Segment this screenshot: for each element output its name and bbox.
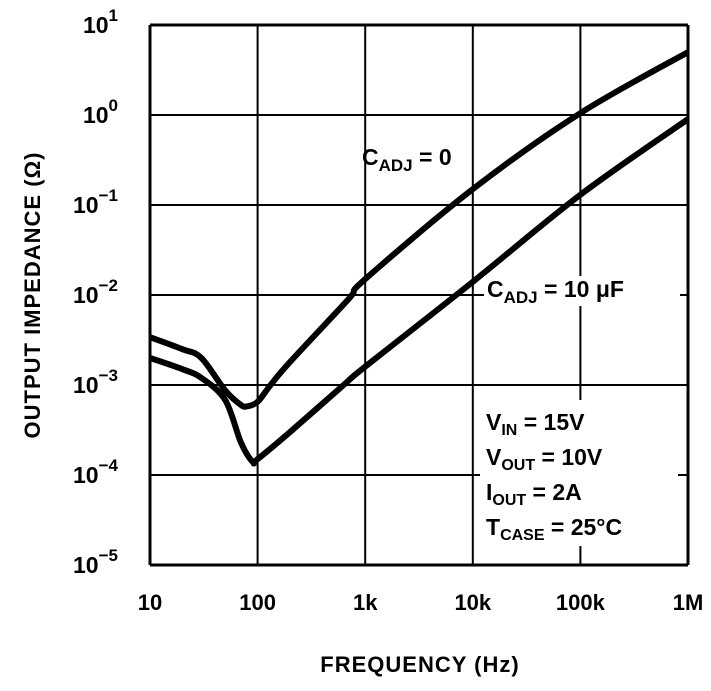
y-tick-label: 10−5 [73, 546, 118, 578]
curves [148, 49, 690, 467]
condition-iout: IOUT = 2A [486, 479, 582, 509]
y-tick-label: 10−1 [73, 186, 118, 218]
x-tick-label: 1M [673, 590, 704, 615]
y-tick-label: 10−2 [73, 276, 118, 308]
x-axis-label: FREQUENCY (Hz) [320, 652, 519, 677]
y-tick-label: 10−3 [73, 366, 118, 398]
y-tick-label: 101 [83, 6, 118, 38]
series-label-cadj-10uf: CADJ = 10 μF [487, 276, 624, 307]
x-tick-label: 100 [239, 590, 276, 615]
x-tick-labels: 10 100 1k 10k 100k 1M [138, 590, 704, 615]
y-tick-label: 100 [83, 96, 118, 128]
x-tick-label: 10k [454, 590, 491, 615]
x-tick-label: 100k [556, 590, 606, 615]
test-conditions: VIN = 15V VOUT = 10V IOUT = 2A TCASE = 2… [486, 409, 622, 544]
condition-vin: VIN = 15V [486, 409, 585, 439]
x-tick-label: 10 [138, 590, 162, 615]
y-tick-label: 10−4 [73, 456, 119, 488]
condition-vout: VOUT = 10V [486, 444, 603, 474]
series-label-cadj-0: CADJ = 0 [362, 144, 452, 175]
condition-tcase: TCASE = 25°C [486, 514, 622, 544]
series-line-1 [149, 116, 690, 467]
y-axis-label: OUTPUT IMPEDANCE (Ω) [20, 152, 45, 439]
series-line-0 [148, 49, 690, 410]
x-tick-label: 1k [353, 590, 378, 615]
y-tick-labels: 101 100 10−1 10−2 10−3 10−4 10−5 [73, 6, 119, 578]
